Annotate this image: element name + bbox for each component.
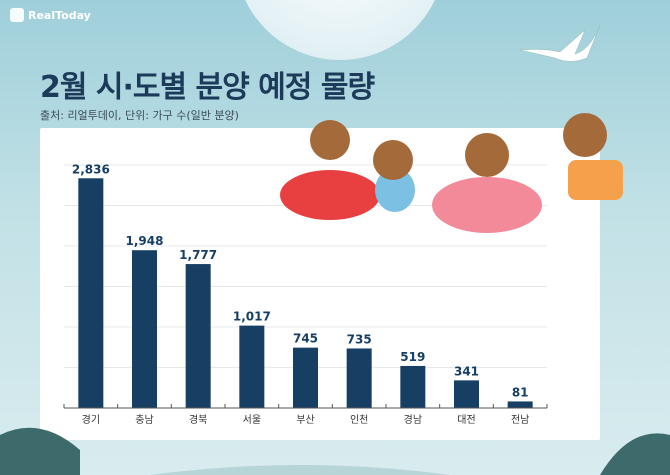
bar-경남 [400, 365, 426, 408]
x-tick-label: 부산 [296, 414, 314, 426]
bar-경기 [78, 178, 104, 408]
x-tick-label: 인천 [350, 414, 368, 426]
data-label: 1,948 [126, 234, 164, 248]
brand-logo: RealToday [10, 8, 91, 22]
bar-인천 [346, 348, 372, 408]
brand-name: RealToday [28, 8, 91, 22]
x-tick-label: 전남 [511, 414, 529, 426]
horse-characters-illustration [280, 113, 623, 233]
bar-서울 [239, 325, 265, 408]
bar-대전 [454, 380, 479, 408]
bar-부산 [293, 347, 318, 408]
x-tick-label: 경남 [404, 413, 422, 426]
x-tick-label: 충남 [135, 414, 153, 426]
data-label: 81 [512, 385, 529, 399]
data-label: 1,777 [179, 248, 217, 262]
page-title: 2월 시·도별 분양 예정 물량 [40, 70, 375, 105]
data-label: 735 [347, 332, 372, 346]
data-label: 1,017 [233, 310, 271, 324]
bar-전남 [507, 401, 533, 408]
data-label: 341 [454, 364, 479, 378]
bar-충남 [132, 250, 157, 408]
x-tick-label: 경북 [189, 413, 207, 426]
hills-decoration [0, 427, 670, 475]
logo-icon [10, 8, 24, 22]
data-label: 745 [293, 332, 318, 346]
x-tick-label: 대전 [457, 414, 475, 426]
crane-icon [519, 24, 601, 62]
data-label: 2,836 [72, 162, 110, 176]
page-subtitle: 출처: 리얼투데이, 단위: 가구 수(일반 분양) [40, 109, 239, 122]
x-tick-label: 경기 [82, 413, 100, 426]
data-label: 519 [400, 350, 425, 364]
bar-경북 [185, 264, 211, 408]
x-tick-label: 서울 [243, 414, 261, 426]
